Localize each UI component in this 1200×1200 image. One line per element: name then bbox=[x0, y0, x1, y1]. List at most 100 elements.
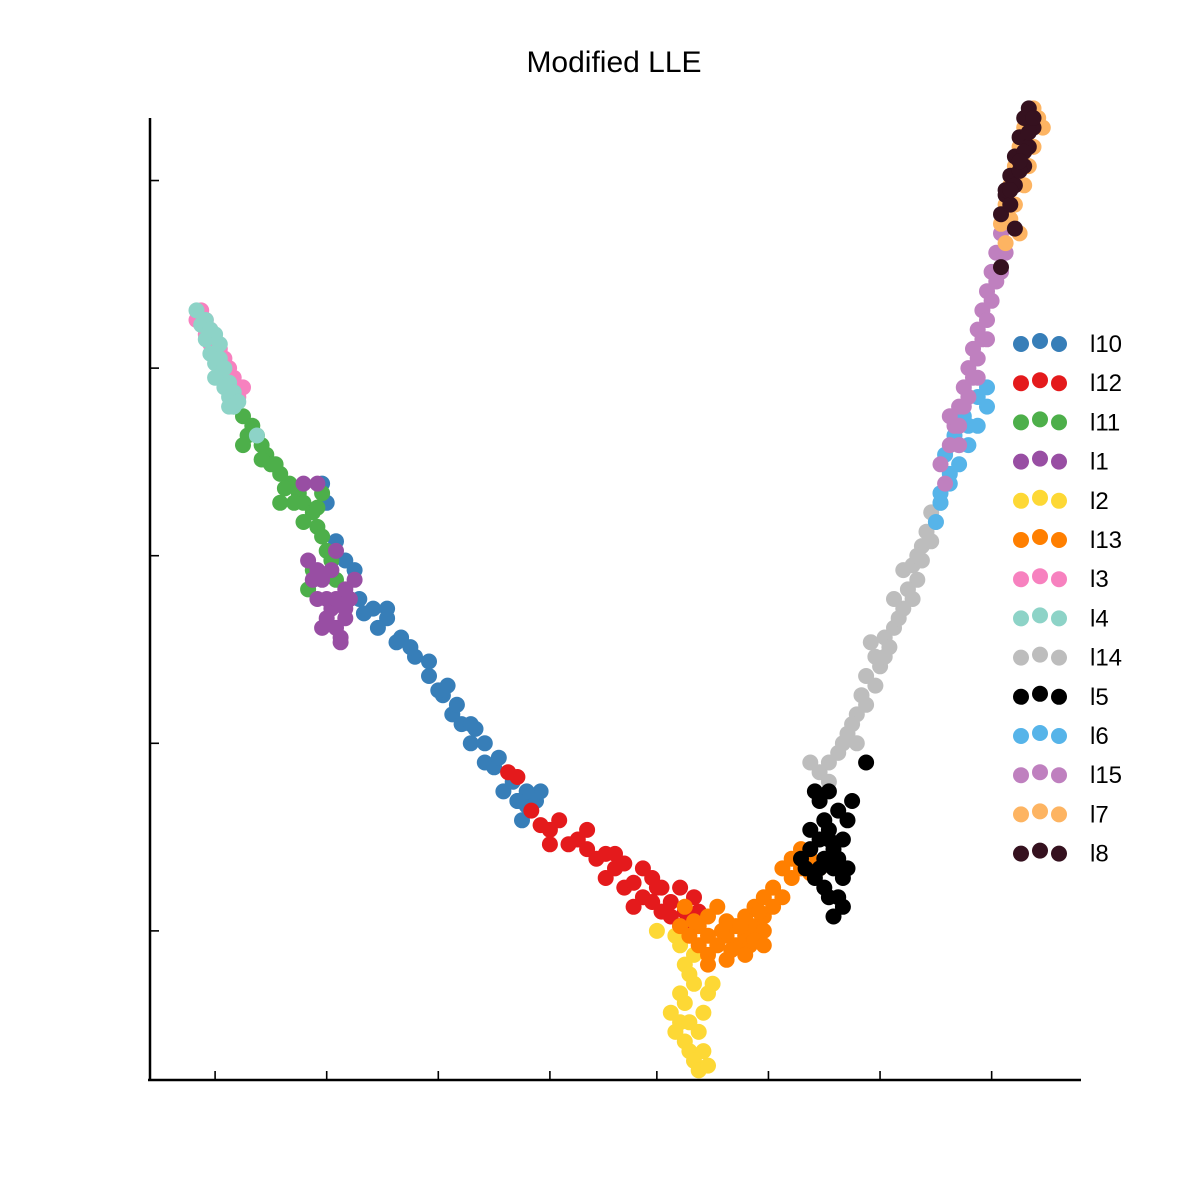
data-point bbox=[597, 845, 614, 862]
legend-marker bbox=[1013, 532, 1029, 548]
data-point bbox=[1006, 220, 1023, 237]
series-l1 bbox=[295, 475, 363, 651]
data-point bbox=[662, 894, 679, 910]
data-point bbox=[309, 499, 326, 516]
data-point bbox=[337, 600, 354, 617]
data-point bbox=[886, 591, 902, 607]
legend-item-l7: l7 bbox=[1013, 801, 1109, 828]
data-point bbox=[462, 735, 479, 752]
data-point bbox=[202, 321, 219, 338]
data-point bbox=[732, 918, 749, 935]
data-point bbox=[700, 927, 716, 944]
legend-marker bbox=[1051, 649, 1067, 666]
data-point bbox=[267, 456, 284, 473]
series-l10 bbox=[314, 475, 549, 829]
legend-marker bbox=[1032, 842, 1048, 859]
data-point bbox=[211, 336, 228, 353]
data-point bbox=[1020, 124, 1037, 141]
data-point bbox=[862, 634, 879, 651]
data-point bbox=[304, 571, 321, 588]
legend-item-l14: l14 bbox=[1013, 645, 1122, 672]
legend-marker bbox=[1051, 728, 1067, 744]
data-point bbox=[551, 812, 568, 829]
legend: l10 l12 l11 l1 l2 l13 l3 l4 l14 l5 l6 l15 l7 l8 bbox=[1013, 331, 1122, 868]
data-point bbox=[272, 494, 289, 511]
data-point bbox=[997, 235, 1014, 252]
data-point bbox=[802, 821, 819, 838]
data-point bbox=[927, 514, 944, 530]
legend-label: l14 bbox=[1090, 645, 1122, 672]
legend-item-l11: l11 bbox=[1013, 409, 1120, 436]
legend-marker bbox=[1032, 607, 1048, 624]
legend-label: l4 bbox=[1090, 605, 1109, 632]
series-l14 bbox=[802, 494, 949, 790]
legend-marker bbox=[1032, 411, 1048, 428]
axes bbox=[148, 118, 1081, 1082]
data-point bbox=[467, 720, 484, 737]
data-point bbox=[1002, 182, 1019, 199]
legend-label: l13 bbox=[1090, 527, 1122, 554]
legend-marker bbox=[1013, 375, 1029, 392]
data-point bbox=[951, 437, 968, 454]
data-point bbox=[951, 417, 968, 434]
data-point bbox=[774, 889, 791, 906]
legend-marker bbox=[1032, 725, 1048, 741]
legend-item-l2: l2 bbox=[1013, 488, 1109, 515]
data-point bbox=[421, 653, 437, 670]
data-point bbox=[388, 634, 405, 651]
data-point bbox=[858, 696, 875, 713]
data-point bbox=[248, 427, 265, 444]
legend-marker bbox=[1013, 414, 1029, 431]
series-l5 bbox=[793, 754, 875, 925]
legend-marker bbox=[1013, 728, 1029, 744]
data-point bbox=[718, 951, 735, 968]
data-point bbox=[379, 600, 396, 617]
data-point bbox=[509, 793, 526, 809]
legend-label: l1 bbox=[1090, 449, 1109, 476]
legend-marker bbox=[1032, 489, 1048, 506]
data-point bbox=[969, 350, 986, 367]
legend-item-l15: l15 bbox=[1013, 762, 1122, 789]
data-point bbox=[314, 528, 331, 545]
legend-marker bbox=[1051, 492, 1067, 509]
data-point bbox=[811, 860, 828, 877]
legend-marker bbox=[1013, 571, 1029, 588]
data-point bbox=[323, 562, 340, 579]
data-point bbox=[332, 634, 349, 651]
data-point bbox=[830, 802, 847, 819]
legend-marker bbox=[1032, 450, 1048, 467]
data-point bbox=[709, 898, 726, 915]
legend-item-l12: l12 bbox=[1013, 370, 1122, 397]
chart-title: Modified LLE bbox=[526, 46, 701, 79]
legend-label: l8 bbox=[1090, 841, 1109, 868]
data-point bbox=[714, 922, 730, 939]
legend-marker bbox=[1013, 767, 1029, 784]
data-point bbox=[490, 749, 507, 766]
legend-marker bbox=[1013, 492, 1029, 509]
points-layer bbox=[188, 100, 1051, 1079]
legend-marker bbox=[1051, 532, 1067, 548]
data-point bbox=[509, 769, 526, 785]
data-point bbox=[755, 937, 772, 954]
legend-marker bbox=[1032, 685, 1048, 702]
data-point bbox=[541, 836, 558, 853]
legend-label: l10 bbox=[1090, 331, 1122, 358]
legend-marker bbox=[1032, 764, 1048, 781]
legend-marker bbox=[1013, 806, 1029, 823]
data-point bbox=[421, 668, 437, 684]
data-point bbox=[328, 542, 344, 559]
legend-label: l6 bbox=[1090, 723, 1109, 750]
data-point bbox=[969, 369, 986, 386]
legend-marker bbox=[1032, 529, 1048, 545]
legend-item-l4: l4 bbox=[1013, 605, 1109, 632]
data-point bbox=[476, 735, 493, 752]
legend-marker bbox=[1051, 375, 1067, 392]
data-point bbox=[686, 913, 702, 930]
legend-item-l13: l13 bbox=[1013, 527, 1122, 554]
legend-marker bbox=[1032, 333, 1048, 349]
data-point bbox=[979, 331, 995, 348]
series-l8 bbox=[993, 100, 1042, 276]
data-point bbox=[844, 716, 861, 733]
data-point bbox=[700, 956, 716, 973]
data-point bbox=[686, 975, 702, 992]
